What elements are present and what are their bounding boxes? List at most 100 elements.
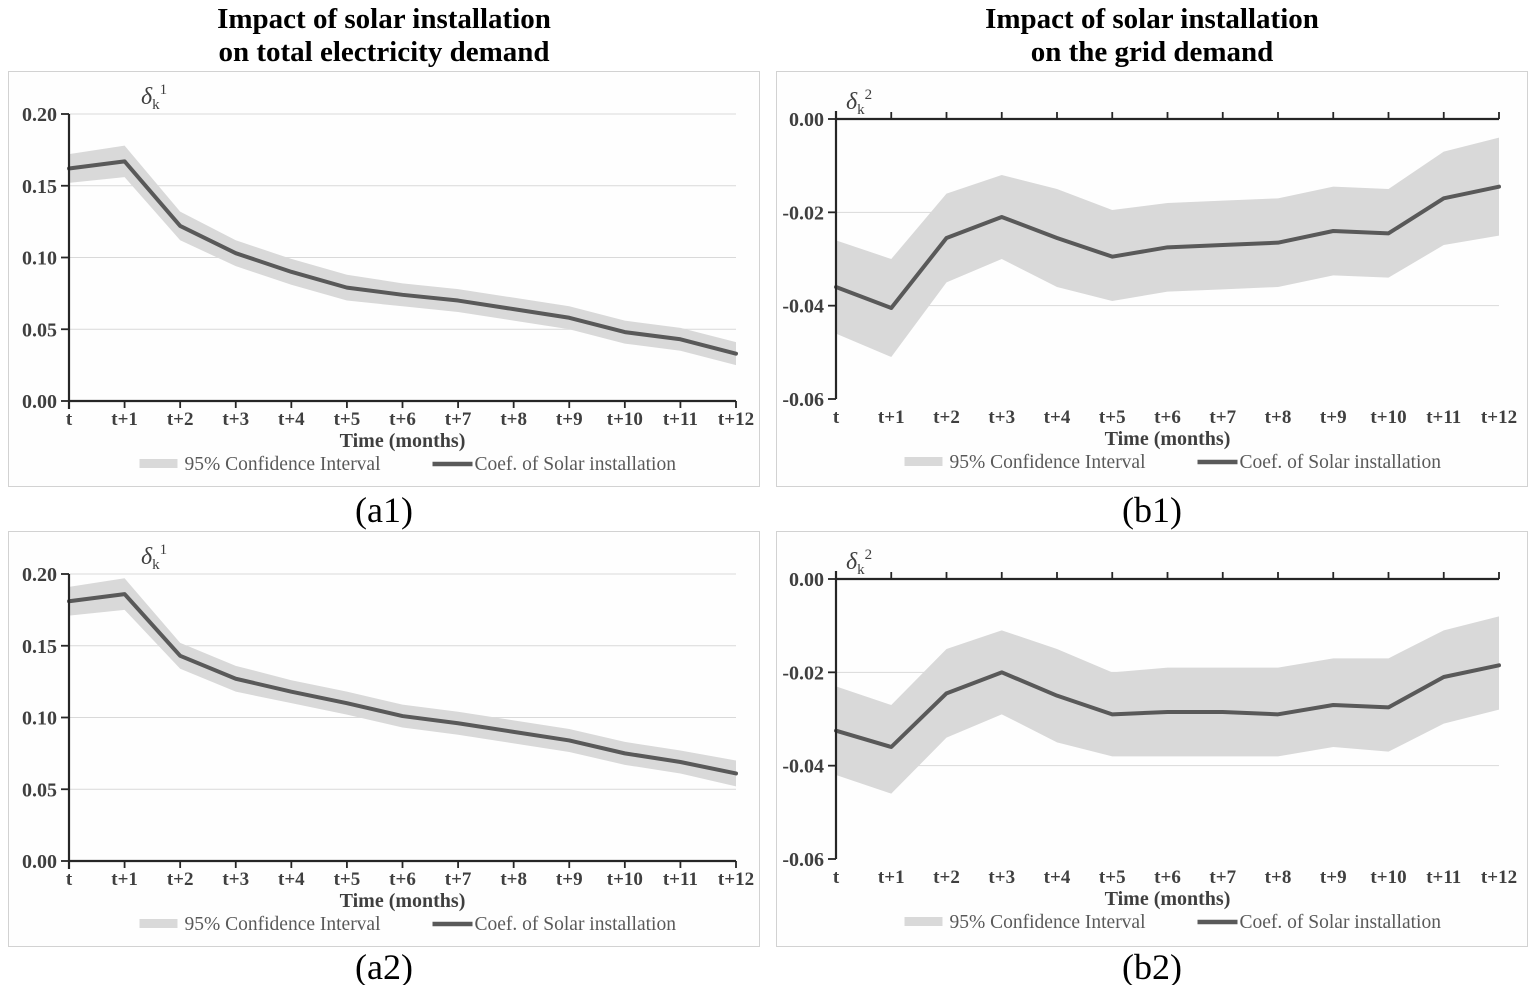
x-tick-label: t+5 xyxy=(1099,407,1126,428)
x-tick-label: t xyxy=(833,867,840,888)
x-tick-label: t xyxy=(833,407,840,428)
y-tick-label: -0.06 xyxy=(782,389,824,411)
x-tick-label: t+3 xyxy=(222,869,249,890)
x-tick-label: t+4 xyxy=(1044,407,1071,428)
x-tick-label: t+2 xyxy=(933,867,960,888)
x-axis-title: Time (months) xyxy=(1105,888,1231,910)
x-tick-label: t+7 xyxy=(1209,407,1236,428)
x-tick-label: t xyxy=(66,409,73,430)
x-tick-label: t+8 xyxy=(1265,867,1292,888)
y-tick-label: 0.10 xyxy=(22,248,57,270)
title-line-2: on the grid demand xyxy=(1030,36,1274,68)
confidence-band xyxy=(836,616,1499,794)
x-tick-label: t+2 xyxy=(933,407,960,428)
x-axis-title: Time (months) xyxy=(1105,428,1231,450)
x-tick-label: t+10 xyxy=(607,869,643,890)
legend-ci-swatch xyxy=(904,917,943,926)
legend-ci-label: 95% Confidence Interval xyxy=(950,452,1147,473)
x-tick-label: t+5 xyxy=(334,869,361,890)
x-tick-label: t+11 xyxy=(1426,867,1461,888)
y-tick-label: 0.20 xyxy=(22,564,57,586)
chart-a2: t t+1 t+2 t+3 t+4 t+5 t+6 t+7 t+8 t+9 t+10 t+11 t+12… xyxy=(22,542,754,935)
y-axis-symbol: δk1 xyxy=(141,542,167,573)
x-tick-label: t+12 xyxy=(718,409,754,430)
legend-coef-label: Coef. of Solar installation xyxy=(1240,452,1442,473)
chart-panel-b1: t t+1 t+2 t+3 t+4 t+5 t+6 t+7 t+8 t+9 t+10 t+11 t+12… xyxy=(776,71,1528,487)
x-tick-label: t+3 xyxy=(988,867,1015,888)
y-tick-label: 0.05 xyxy=(22,319,57,341)
x-tick-label: t+4 xyxy=(278,869,305,890)
coef-line xyxy=(67,592,738,776)
x-tick-label: t+7 xyxy=(1209,867,1236,888)
x-tick-label: t+11 xyxy=(663,869,698,890)
x-tick-label: t+2 xyxy=(167,409,194,430)
y-tick-label: 0.15 xyxy=(22,636,57,658)
x-tick-label: t+5 xyxy=(1099,867,1126,888)
chart-panel-a2: t t+1 t+2 t+3 t+4 t+5 t+6 t+7 t+8 t+9 t+10 t+11 t+12… xyxy=(8,531,760,947)
x-axis-title: Time (months) xyxy=(340,430,466,452)
legend-coef-label: Coef. of Solar installation xyxy=(475,454,677,475)
y-tick-label: -0.02 xyxy=(782,662,824,684)
title-line-1: Impact of solar installation xyxy=(985,3,1319,35)
x-tick-label: t+10 xyxy=(1370,407,1406,428)
x-tick-label: t+12 xyxy=(718,869,754,890)
legend-ci-label: 95% Confidence Interval xyxy=(185,454,382,475)
x-tick-label: t+6 xyxy=(389,869,416,890)
x-tick-label: t+6 xyxy=(1154,407,1181,428)
coef-line xyxy=(67,159,738,356)
column-left: Impact of solar installation on total el… xyxy=(0,0,768,985)
x-tick-label: t+2 xyxy=(167,869,194,890)
legend-ci-swatch xyxy=(139,919,178,928)
legend-ci-label: 95% Confidence Interval xyxy=(950,912,1147,933)
x-tick-label: t+9 xyxy=(1320,407,1347,428)
y-axis-symbol: δk1 xyxy=(141,82,167,113)
legend-ci-swatch xyxy=(904,457,943,466)
x-tick-label: t+8 xyxy=(500,869,527,890)
y-tick-label: 0.05 xyxy=(22,779,57,801)
x-tick-label: t+7 xyxy=(445,409,472,430)
chart-b1: t t+1 t+2 t+3 t+4 t+5 t+6 t+7 t+8 t+9 t+10 t+11 t+12… xyxy=(782,87,1517,473)
x-tick-label: t+12 xyxy=(1481,867,1517,888)
chart-panel-a1: t t+1 t+2 t+3 t+4 t+5 t+6 t+7 t+8 t+9 t+10 t+11 t+12… xyxy=(8,71,760,487)
x-tick-label: t+9 xyxy=(556,869,583,890)
x-tick-label: t+4 xyxy=(1044,867,1071,888)
y-tick-label: -0.06 xyxy=(782,849,824,871)
x-tick-label: t+6 xyxy=(389,409,416,430)
caption-b1: (b1) xyxy=(1122,490,1182,530)
y-axis-symbol: δk2 xyxy=(846,87,872,118)
y-tick-label: 0.00 xyxy=(789,109,824,131)
y-tick-label: 0.15 xyxy=(22,176,57,198)
x-tick-label: t+10 xyxy=(607,409,643,430)
x-tick-label: t+12 xyxy=(1481,407,1517,428)
legend-coef-label: Coef. of Solar installation xyxy=(475,914,677,935)
x-tick-label: t+3 xyxy=(222,409,249,430)
x-tick-label: t+5 xyxy=(334,409,361,430)
y-tick-label: 0.00 xyxy=(22,391,57,413)
confidence-band xyxy=(69,578,736,787)
x-tick-label: t+7 xyxy=(445,869,472,890)
x-tick-label: t+11 xyxy=(663,409,698,430)
y-tick-label: -0.02 xyxy=(782,202,824,224)
x-tick-label: t+1 xyxy=(111,869,138,890)
y-axis-symbol: δk2 xyxy=(846,547,872,578)
chart-b2: t t+1 t+2 t+3 t+4 t+5 t+6 t+7 t+8 t+9 t+10 t+11 t+12… xyxy=(782,547,1517,933)
chart-a1: t t+1 t+2 t+3 t+4 t+5 t+6 t+7 t+8 t+9 t+10 t+11 t+12… xyxy=(22,82,754,475)
x-tick-label: t+10 xyxy=(1370,867,1406,888)
legend-ci-label: 95% Confidence Interval xyxy=(185,914,382,935)
coef-line xyxy=(834,663,1501,749)
x-tick-label: t+1 xyxy=(878,407,905,428)
x-tick-label: t+1 xyxy=(111,409,138,430)
confidence-band xyxy=(69,145,736,366)
x-tick-label: t+8 xyxy=(1265,407,1292,428)
legend-ci-swatch xyxy=(139,459,178,468)
column-title-left: Impact of solar installation on total el… xyxy=(0,0,768,71)
legend-coef-label: Coef. of Solar installation xyxy=(1240,912,1442,933)
x-tick-label: t xyxy=(66,869,73,890)
y-tick-label: 0.10 xyxy=(22,708,57,730)
chart-panel-b2: t t+1 t+2 t+3 t+4 t+5 t+6 t+7 t+8 t+9 t+10 t+11 t+12… xyxy=(776,531,1528,947)
caption-b2: (b2) xyxy=(1122,947,1182,985)
x-tick-label: t+6 xyxy=(1154,867,1181,888)
y-tick-label: 0.20 xyxy=(22,104,57,126)
title-line-1: Impact of solar installation xyxy=(217,3,551,35)
